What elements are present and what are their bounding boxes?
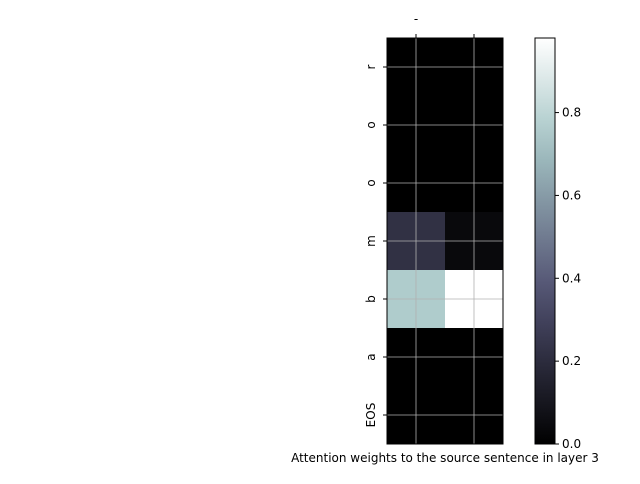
colorbar-ticks: 0.0 0.2 0.4 0.6 0.8 (555, 106, 581, 451)
y-tick-label-3: m (364, 235, 378, 247)
y-tick-label-6: EOS (364, 403, 378, 428)
y-tick-label-4: b (364, 295, 378, 303)
heatmap-grid (387, 38, 503, 444)
y-tick-label-5: a (364, 353, 378, 360)
colorbar (534, 37, 556, 445)
x-axis-label: Attention weights to the source sentence… (291, 451, 599, 465)
y-tick-label-2: o (364, 179, 378, 186)
colorbar-tick-label-4: 0.8 (562, 106, 581, 120)
x-ticks: - (414, 12, 475, 38)
colorbar-tick-label-2: 0.4 (562, 271, 581, 285)
colorbar-tick-label-1: 0.2 (562, 354, 581, 368)
y-ticks: r o o m b a EOS (364, 64, 387, 427)
colorbar-tick-label-0: 0.0 (562, 437, 581, 451)
y-tick-label-1: o (364, 121, 378, 128)
y-tick-label-0: r (364, 64, 378, 69)
x-tick-label-0: - (414, 12, 418, 26)
colorbar-tick-label-3: 0.6 (562, 188, 581, 202)
